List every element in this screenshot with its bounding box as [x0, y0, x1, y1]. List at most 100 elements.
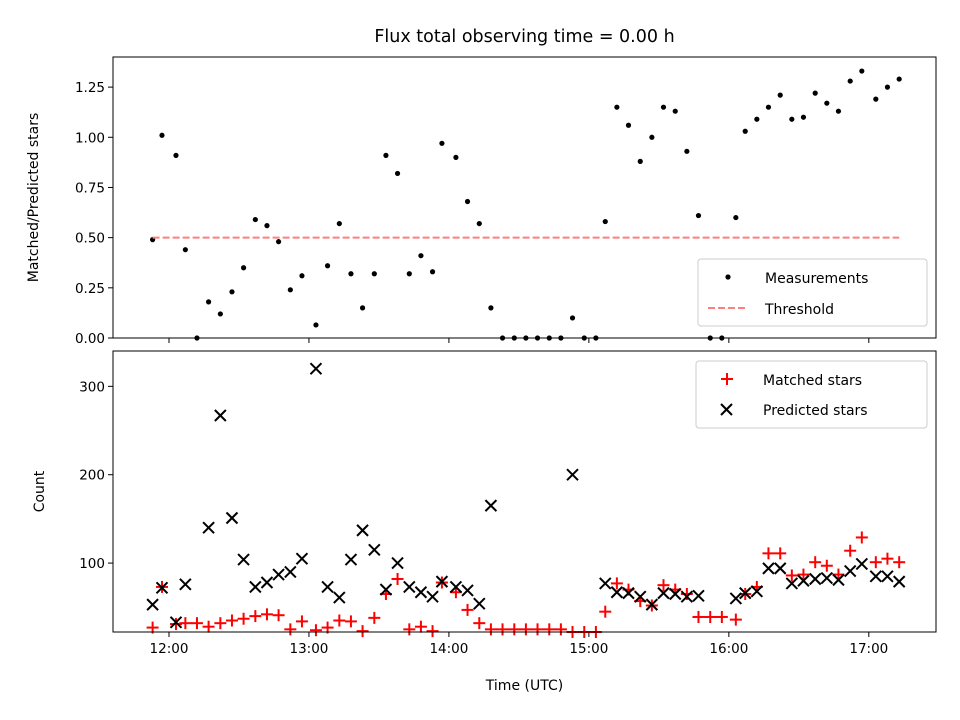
measurements-point [418, 253, 424, 259]
measurements-point [182, 247, 188, 253]
predicted-stars-marker [855, 557, 869, 571]
predicted-stars-marker [843, 564, 857, 578]
measurements-point [884, 84, 891, 90]
predicted-stars-marker [484, 499, 498, 512]
matched-stars-marker [260, 608, 273, 621]
predicted-stars-marker [566, 468, 579, 481]
measurements-point [299, 273, 305, 279]
predicted-stars-marker [449, 580, 463, 594]
matched-stars-marker [309, 624, 322, 637]
matched-stars-marker [855, 531, 868, 544]
matched-stars-marker [284, 623, 297, 636]
predicted-stars-marker [414, 586, 428, 599]
measurements-point [287, 287, 293, 293]
legend-marker-predicted-stars [720, 403, 733, 416]
x-tick-label: 13:00 [289, 641, 328, 657]
matched-stars-marker [295, 615, 308, 628]
measurements-point [649, 134, 655, 140]
measurements-point [873, 96, 879, 102]
predicted-stars-marker [680, 590, 694, 603]
measurements-point [800, 114, 807, 120]
predicted-stars-marker [461, 584, 474, 597]
matched-stars-marker [202, 620, 215, 633]
measurements-point [406, 271, 412, 277]
matched-stars-marker [368, 611, 381, 624]
measurements-point [217, 311, 223, 317]
predicted-stars-marker [797, 574, 810, 587]
predicted-stars-marker [260, 576, 274, 589]
measurements-point [476, 220, 482, 227]
measurements-point [488, 305, 494, 311]
bottom-legend: Matched stars Predicted stars [695, 360, 928, 429]
legend-marker-matched-stars [721, 373, 733, 385]
predicted-stars-marker [645, 598, 659, 611]
y-tick-label: 300 [79, 379, 105, 395]
top-panel: 0.00 0.25 0.50 0.75 1.00 1.25 Matched/Predict… [26, 56, 937, 347]
bottom-plot-area [146, 362, 906, 638]
predicted-stars-marker [832, 573, 845, 587]
measurements-point [602, 218, 608, 225]
matched-stars-marker [496, 623, 509, 636]
matched-stars-marker [356, 625, 369, 638]
measurements-point [847, 78, 853, 84]
predicted-stars-marker [146, 598, 159, 611]
predicted-stars-marker [295, 552, 309, 565]
matched-stars-marker [508, 623, 521, 636]
predicted-stars-marker [692, 589, 705, 602]
measurements-point [252, 216, 258, 223]
measurements-point [569, 315, 576, 321]
predicted-stars-marker [179, 578, 192, 591]
predicted-stars-marker [435, 575, 449, 588]
matched-stars-marker [531, 623, 544, 636]
measurements-point [672, 108, 678, 114]
matched-stars-marker [403, 623, 416, 636]
matched-stars-marker [820, 559, 833, 572]
x-axis-label: Time (UTC) [485, 678, 563, 694]
measurements-point [336, 220, 342, 227]
predicted-stars-marker [739, 586, 752, 600]
matched-stars-marker [844, 544, 857, 557]
measurements-point [371, 271, 377, 277]
measurements-point [614, 104, 620, 110]
y-tick-label: 1.25 [75, 80, 105, 96]
predicted-stars-marker [344, 553, 358, 566]
matched-stars-marker [704, 610, 717, 623]
matched-stars-marker [762, 547, 775, 560]
matched-stars-marker [785, 569, 798, 582]
measurements-point [159, 132, 165, 138]
predicted-stars-marker [426, 590, 439, 603]
y-tick-label: 0.75 [75, 180, 105, 196]
matched-stars-marker [809, 556, 822, 569]
measurements-point [383, 152, 389, 158]
predicted-stars-marker [669, 587, 682, 601]
predicted-stars-marker [272, 568, 285, 581]
measurements-point [777, 92, 783, 98]
measurements-point [754, 116, 760, 122]
measurements-point [453, 154, 459, 160]
matched-stars-marker [657, 579, 670, 592]
matched-stars-marker [237, 612, 250, 625]
legend-label-threshold: Threshold [764, 302, 834, 318]
y-tick-label: 100 [79, 556, 105, 572]
y-tick-label: 0.25 [75, 281, 105, 297]
y-tick-label: 0.50 [75, 231, 105, 247]
y-tick-label: 0.00 [75, 331, 105, 347]
matched-stars-marker [214, 617, 227, 630]
predicted-stars-marker [622, 586, 635, 600]
legend-label-predicted-stars: Predicted stars [763, 403, 868, 419]
measurements-point [313, 322, 319, 328]
predicted-stars-marker [321, 580, 334, 594]
bottom-y-axis-label: Count [32, 470, 48, 512]
matched-stars-marker [869, 556, 882, 569]
predicted-stars-marker [169, 616, 183, 629]
predicted-stars-marker [809, 572, 822, 586]
measurements-point [684, 148, 690, 154]
predicted-stars-marker [391, 556, 404, 570]
matched-stars-marker [461, 603, 474, 616]
bottom-legend-box [695, 360, 928, 429]
measurements-point [625, 122, 632, 128]
x-tick-label: 16:00 [709, 641, 748, 657]
predicted-stars-marker [284, 565, 297, 579]
measurements-point [264, 223, 270, 229]
